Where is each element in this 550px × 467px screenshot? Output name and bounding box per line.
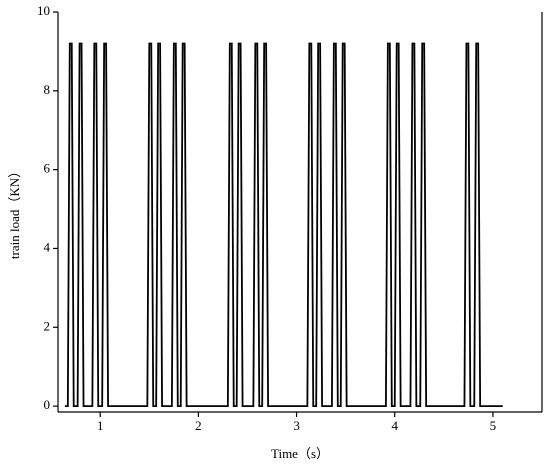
y-tick-label: 4 (44, 239, 51, 254)
x-tick-label: 3 (293, 418, 300, 433)
x-tick-label: 1 (97, 418, 104, 433)
x-tick-label: 2 (195, 418, 202, 433)
y-tick-label: 0 (44, 397, 51, 412)
x-tick-label: 5 (490, 418, 497, 433)
y-tick-label: 10 (37, 3, 50, 18)
data-line (64, 42, 503, 407)
x-tick-label: 4 (391, 418, 398, 433)
y-tick-label: 8 (44, 82, 51, 97)
y-tick-label: 2 (44, 318, 51, 333)
y-axis-label: train load（KN） (7, 165, 22, 259)
y-tick-label: 6 (44, 161, 51, 176)
x-axis-label: Time（s） (271, 446, 329, 461)
